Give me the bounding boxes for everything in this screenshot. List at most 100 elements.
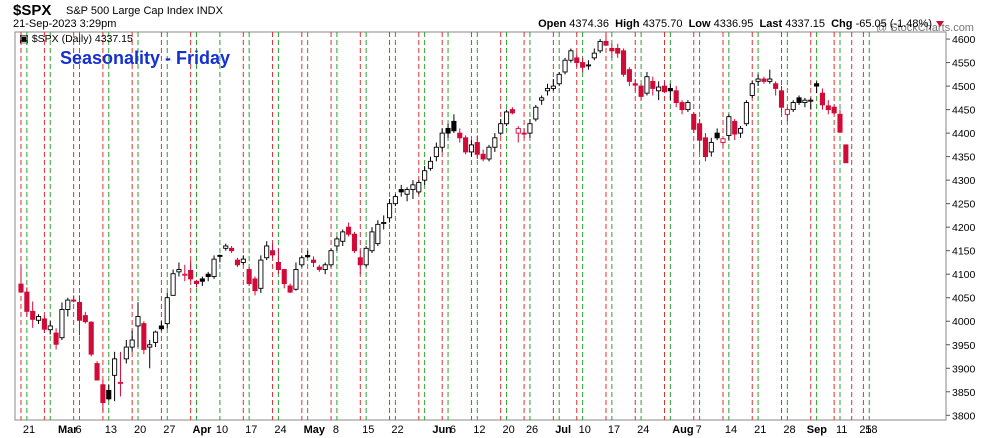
candle-body (59, 309, 65, 339)
candle-body (340, 231, 346, 242)
candle-body (708, 142, 714, 153)
candle-body (135, 316, 141, 327)
chg-value: -65.05 (-1.48%) (855, 18, 932, 30)
candle-body (796, 97, 802, 103)
candle-body (632, 83, 638, 86)
low-value: 4336.95 (713, 18, 754, 30)
candle-body (24, 291, 30, 312)
x-tick-label: Jul (555, 424, 571, 436)
last-label: Last (759, 18, 783, 30)
y-tick-label: 4250 (952, 199, 976, 211)
candle-body (76, 301, 83, 321)
x-tick-label: Aug (672, 424, 693, 436)
y-tick-label: 4500 (952, 81, 976, 93)
candle-body (533, 106, 539, 120)
y-tick-label: 3850 (952, 387, 976, 399)
candle-body (211, 258, 217, 278)
candle-body (597, 40, 603, 52)
candle-body (199, 278, 205, 282)
candle-body (574, 57, 580, 64)
x-tick-label: 28 (783, 424, 795, 436)
candle-body (445, 127, 451, 134)
candle-body (123, 346, 129, 360)
candle-body (831, 106, 837, 114)
candle-body (790, 102, 796, 111)
x-tick-label: 17 (608, 424, 620, 436)
candle-body (515, 127, 521, 134)
x-tick-label: 27 (163, 424, 175, 436)
y-tick-label: 3900 (952, 363, 976, 375)
candle-body (398, 189, 404, 193)
candle-body (667, 87, 673, 92)
x-tick-label: 24 (274, 424, 286, 436)
candle-body (521, 132, 527, 135)
x-tick-label: 14 (725, 424, 737, 436)
x-tick-label: 6 (450, 424, 456, 436)
candle-body (287, 285, 293, 293)
candle-body (369, 231, 375, 252)
y-tick-label: 4600 (952, 34, 976, 46)
y-tick-label: 3800 (952, 410, 976, 422)
quote-strip: Open 4374.36 High 4375.70 Low 4336.95 La… (538, 18, 944, 30)
candle-body (351, 233, 358, 252)
candle-body (843, 144, 849, 164)
candle-body (609, 48, 615, 52)
candle-body (773, 83, 779, 89)
candle-body (556, 73, 562, 85)
candle-body (252, 278, 258, 292)
candle-body (638, 85, 644, 97)
candle-body (451, 120, 457, 132)
candle-body (112, 358, 118, 376)
candle-body (164, 297, 170, 325)
low-label: Low (688, 18, 711, 30)
y-tick-label: 4000 (952, 316, 976, 328)
candle-body (258, 259, 264, 289)
candle-body (416, 182, 422, 193)
candle-body (486, 146, 492, 160)
y-tick-label: 4100 (952, 269, 976, 281)
candle-body (71, 299, 77, 302)
candle-body (492, 137, 498, 148)
candle-body (94, 363, 100, 381)
candle-body (673, 90, 679, 103)
y-tick-label: 4050 (952, 293, 976, 305)
chart-datetime: 21-Sep-2023 3:29pm (13, 18, 117, 30)
candle-body (18, 283, 24, 293)
candle-body (697, 123, 703, 141)
candle-body (193, 280, 200, 285)
high-value: 4375.70 (642, 18, 683, 30)
candle-body (580, 62, 586, 68)
candle-body (685, 102, 691, 111)
x-tick-label: 18 (865, 424, 877, 436)
candle-body (152, 331, 159, 343)
candle-body (381, 222, 387, 224)
candle-body (661, 85, 668, 93)
candle-body (100, 384, 106, 404)
candle-body (147, 344, 153, 348)
candle-body (106, 389, 112, 400)
candle-body (363, 247, 369, 266)
x-tick-label: Jun (432, 424, 452, 436)
candle-body (743, 102, 749, 125)
candle-body (814, 83, 820, 87)
high-label: High (615, 18, 640, 30)
x-tick-label: 21 (754, 424, 766, 436)
candle-body (720, 138, 726, 143)
candle-body (615, 48, 621, 54)
candle-body (498, 123, 504, 134)
candle-body (205, 273, 211, 278)
candle-body (240, 258, 246, 263)
open-value: 4374.36 (569, 18, 610, 30)
candle-body (825, 105, 831, 111)
candle-body (837, 113, 843, 133)
y-tick-label: 4400 (952, 128, 976, 140)
candle-body (509, 109, 515, 114)
candle-body (784, 109, 790, 115)
symbol-label: $SPX (13, 2, 52, 19)
x-tick-label: 12 (473, 424, 485, 436)
candle-body (316, 266, 322, 270)
candle-body (656, 86, 662, 92)
candle-body (47, 325, 53, 331)
candle-body (41, 318, 47, 330)
y-tick-label: 4550 (952, 58, 976, 70)
